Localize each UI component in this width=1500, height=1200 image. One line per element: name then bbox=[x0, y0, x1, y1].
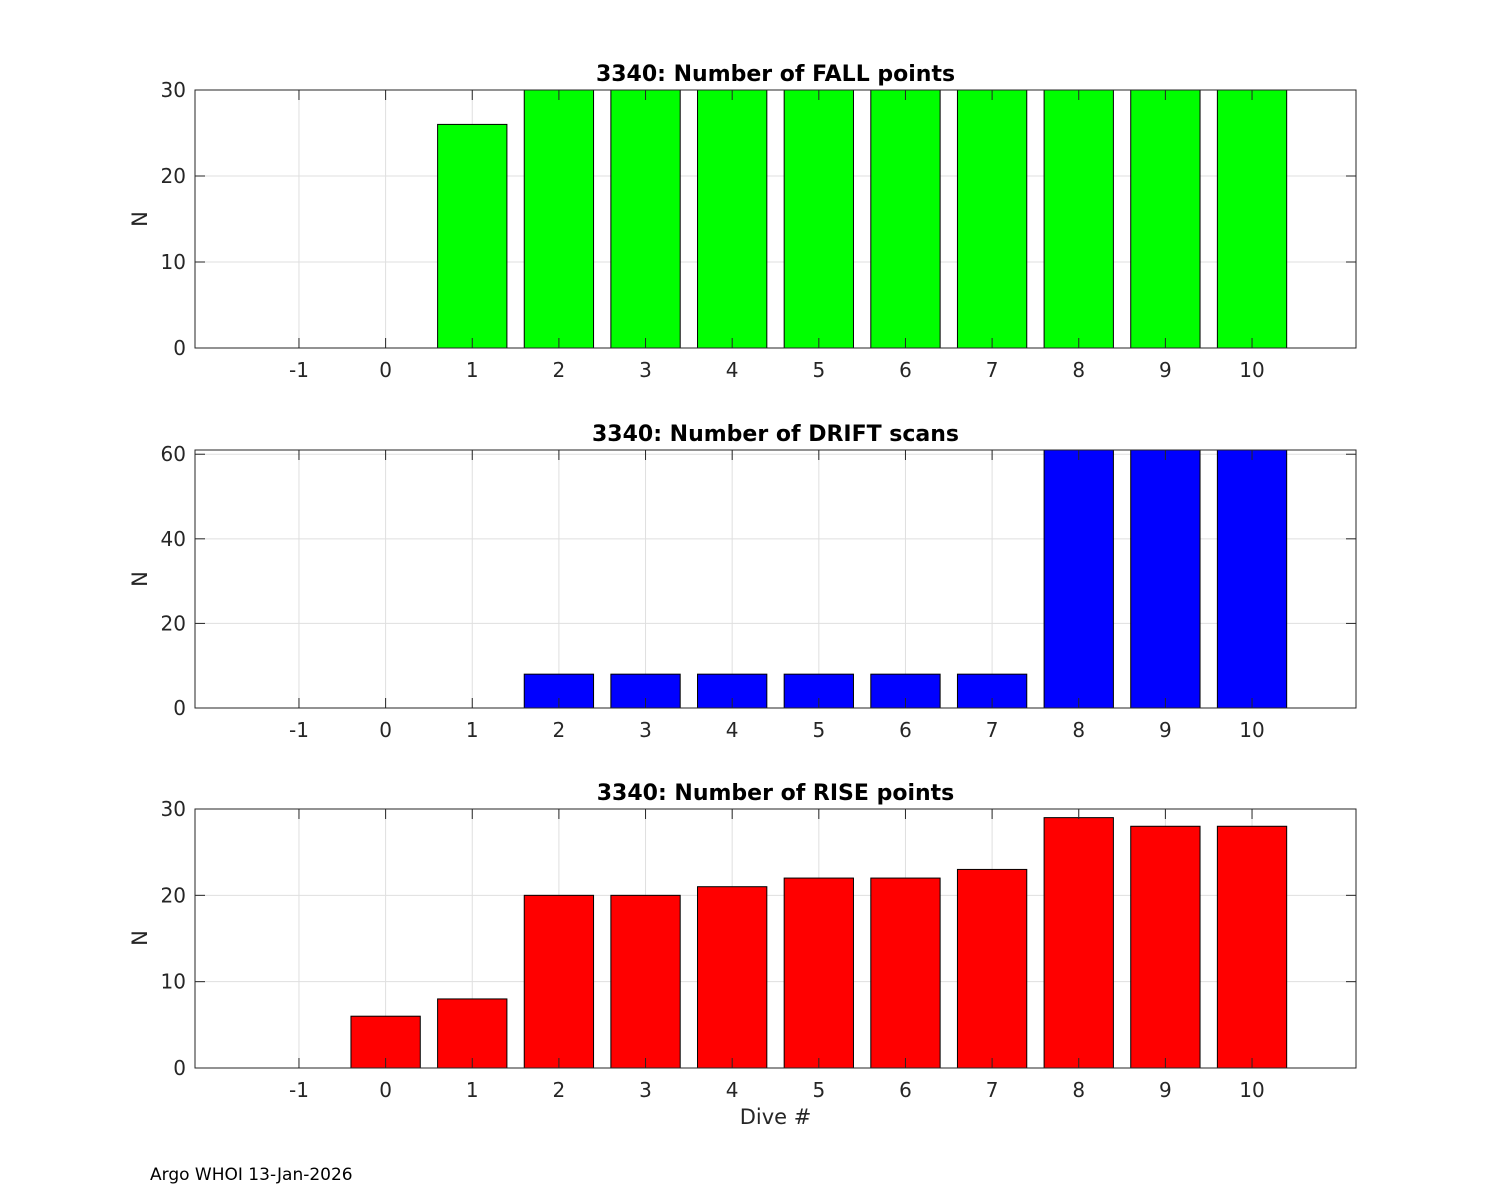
drift-x-tick-label: 10 bbox=[1239, 718, 1264, 742]
fall-x-tick-label: 8 bbox=[1072, 358, 1085, 382]
drift-y-tick-label: 40 bbox=[161, 527, 186, 551]
rise-bar bbox=[1216, 825, 1288, 1069]
rise-y-tick-label: 20 bbox=[161, 883, 186, 907]
fall-x-tick-label: 1 bbox=[466, 358, 479, 382]
fall-points-chart: 3340: Number of FALL points N -1 0 1 2 3 4 5 6 7… bbox=[128, 62, 1357, 382]
drift-x-tick-label: 8 bbox=[1072, 718, 1085, 742]
rise-y-axis-label: N bbox=[128, 930, 152, 946]
fall-bar bbox=[870, 89, 941, 349]
fall-x-tick-label: 7 bbox=[986, 358, 999, 382]
fall-x-tick-label: 3 bbox=[639, 358, 652, 382]
drift-x-tick-label: 6 bbox=[899, 718, 912, 742]
fall-x-tick-label: 5 bbox=[812, 358, 825, 382]
fall-bar bbox=[697, 89, 768, 349]
drift-x-tick-label: 3 bbox=[639, 718, 652, 742]
drift-bar bbox=[1130, 449, 1201, 709]
drift-x-tick-label: 1 bbox=[466, 718, 479, 742]
rise-x-tick-label: 3 bbox=[639, 1078, 652, 1102]
drift-x-tick-label: 2 bbox=[553, 718, 566, 742]
rise-axes-frame bbox=[194, 808, 1357, 1069]
fall-y-tick-label: 30 bbox=[161, 78, 186, 102]
fall-bar bbox=[783, 89, 854, 349]
fall-bar bbox=[1216, 89, 1288, 349]
drift-x-tick-label: -1 bbox=[289, 718, 309, 742]
fall-x-tick-label: 9 bbox=[1159, 358, 1172, 382]
fall-x-tick-label: -1 bbox=[289, 358, 309, 382]
rise-x-tick-label: 0 bbox=[379, 1078, 392, 1102]
fall-chart-title: 3340: Number of FALL points bbox=[596, 62, 955, 87]
fall-y-tick-label: 0 bbox=[173, 336, 186, 360]
rise-x-tick-label: 5 bbox=[812, 1078, 825, 1102]
drift-plot-area: -1 0 1 2 3 4 5 6 7 8 9 10 0 20 40 60 bbox=[161, 442, 1357, 742]
rise-bar bbox=[697, 886, 768, 1069]
drift-x-tick-label: 5 bbox=[812, 718, 825, 742]
rise-x-tick-label: 2 bbox=[553, 1078, 566, 1102]
rise-bar bbox=[870, 877, 941, 1069]
rise-bar bbox=[783, 877, 854, 1069]
drift-x-tick-label: 9 bbox=[1159, 718, 1172, 742]
fall-bar bbox=[437, 123, 508, 349]
fall-x-tick-label: 0 bbox=[379, 358, 392, 382]
fall-y-tick-label: 10 bbox=[161, 250, 186, 274]
fall-plot-area: -1 0 1 2 3 4 5 6 7 8 9 10 0 10 20 30 bbox=[161, 78, 1357, 382]
rise-bar bbox=[437, 998, 508, 1069]
rise-points-chart: 3340: Number of RISE points N Dive # -1 0… bbox=[128, 781, 1357, 1129]
drift-x-tick-label: 7 bbox=[986, 718, 999, 742]
rise-x-tick-label: 9 bbox=[1159, 1078, 1172, 1102]
rise-plot-area: -1 0 1 2 3 4 5 6 7 8 9 10 0 10 20 30 bbox=[161, 797, 1357, 1102]
fall-bar bbox=[1043, 89, 1114, 349]
rise-chart-title: 3340: Number of RISE points bbox=[597, 781, 955, 806]
rise-bar bbox=[610, 894, 681, 1069]
fall-bar bbox=[523, 89, 595, 349]
fall-y-tick-label: 20 bbox=[161, 164, 186, 188]
fall-x-tick-label: 6 bbox=[899, 358, 912, 382]
fall-x-tick-label: 10 bbox=[1239, 358, 1264, 382]
drift-y-axis-label: N bbox=[128, 571, 152, 587]
drift-scans-chart: 3340: Number of DRIFT scans N -1 0 1 2 3 4 5 6 7… bbox=[128, 422, 1357, 742]
fall-y-axis-label: N bbox=[128, 211, 152, 227]
rise-x-tick-label: 7 bbox=[986, 1078, 999, 1102]
rise-y-tick-label: 0 bbox=[173, 1056, 186, 1080]
rise-bar bbox=[1130, 825, 1201, 1069]
rise-bar bbox=[1043, 817, 1114, 1069]
drift-bar bbox=[1216, 449, 1288, 709]
fall-x-tick-label: 2 bbox=[553, 358, 566, 382]
rise-bar bbox=[523, 894, 595, 1069]
drift-y-tick-label: 20 bbox=[161, 611, 186, 635]
rise-x-tick-label: 6 bbox=[899, 1078, 912, 1102]
drift-x-tick-label: 0 bbox=[379, 718, 392, 742]
drift-bar bbox=[1043, 449, 1114, 709]
fall-bar bbox=[1130, 89, 1201, 349]
rise-x-tick-label: 10 bbox=[1239, 1078, 1264, 1102]
rise-x-tick-label: 4 bbox=[726, 1078, 739, 1102]
rise-y-tick-label: 30 bbox=[161, 797, 186, 821]
rise-x-tick-label: -1 bbox=[289, 1078, 309, 1102]
drift-axes-frame bbox=[194, 449, 1357, 709]
rise-x-tick-label: 1 bbox=[466, 1078, 479, 1102]
rise-x-axis-label: Dive # bbox=[740, 1105, 812, 1129]
drift-x-tick-label: 4 bbox=[726, 718, 739, 742]
rise-y-tick-label: 10 bbox=[161, 970, 186, 994]
fall-axes-frame bbox=[194, 89, 1357, 349]
rise-x-tick-label: 8 bbox=[1072, 1078, 1085, 1102]
drift-chart-title: 3340: Number of DRIFT scans bbox=[592, 422, 959, 447]
fall-bar bbox=[956, 89, 1028, 349]
drift-y-tick-label: 60 bbox=[161, 442, 186, 466]
rise-bar bbox=[956, 868, 1028, 1069]
footer-credit: Argo WHOI 13-Jan-2026 bbox=[150, 1165, 353, 1185]
fall-bar bbox=[610, 89, 681, 349]
fall-x-tick-label: 4 bbox=[726, 358, 739, 382]
drift-y-tick-label: 0 bbox=[173, 696, 186, 720]
